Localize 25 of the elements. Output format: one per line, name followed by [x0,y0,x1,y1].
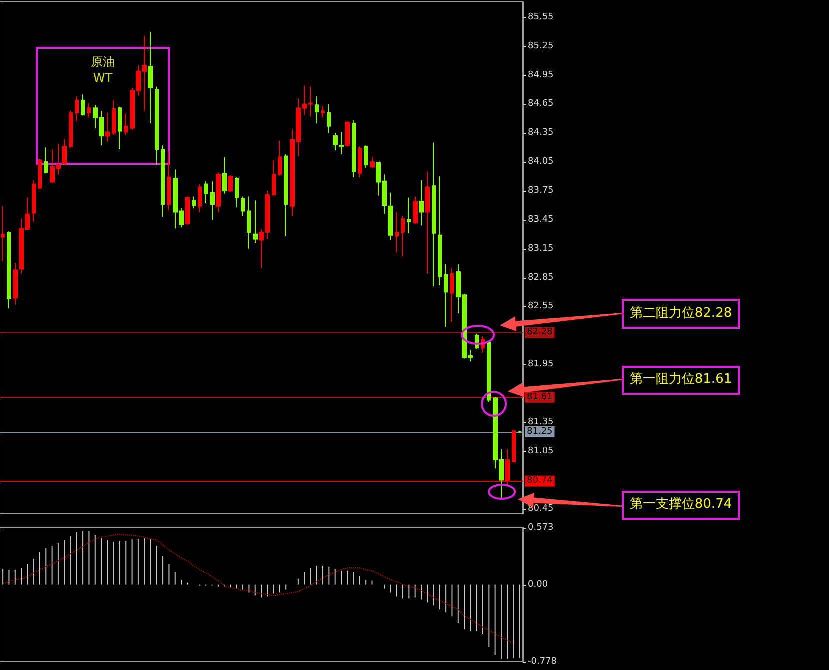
y-tick-label: 82.85 [528,272,554,283]
ref-line-label: 82.28 [527,328,554,338]
y-tick-label: 81.35 [528,417,554,428]
annotation: 原油 WT [91,55,115,86]
y-tick-label: 85.55 [528,12,554,22]
y-tick-label: 84.05 [528,157,554,168]
y-tick-label: 84.65 [528,99,554,110]
ref-line-label: 81.61 [527,392,553,402]
y-tick-label: -0.778 [528,657,558,667]
text: 第一支撑位80.74 [630,497,732,514]
y-tick-label: 83.75 [528,186,554,196]
y-tick-label: 84.35 [528,128,554,138]
text: 第一阻力位81.61 [630,372,732,389]
y-tick-label: 85.25 [528,41,554,52]
y-tick-label: 81.05 [528,446,554,456]
y-tick-label: 83.15 [528,244,554,254]
y-tick-label: 0.573 [528,523,554,533]
y-tick-label: 81.95 [528,360,554,370]
y-tick-label: 0.00 [528,580,548,590]
ref-line-label: 81.25 [527,427,553,438]
text: 第二阻力位82.28 [630,306,732,322]
y-tick-label: 82.55 [528,302,554,312]
y-tick-label: 83.45 [528,214,554,225]
y-tick-label: 84.95 [528,70,554,80]
ref-line-label: 80.74 [527,476,554,486]
